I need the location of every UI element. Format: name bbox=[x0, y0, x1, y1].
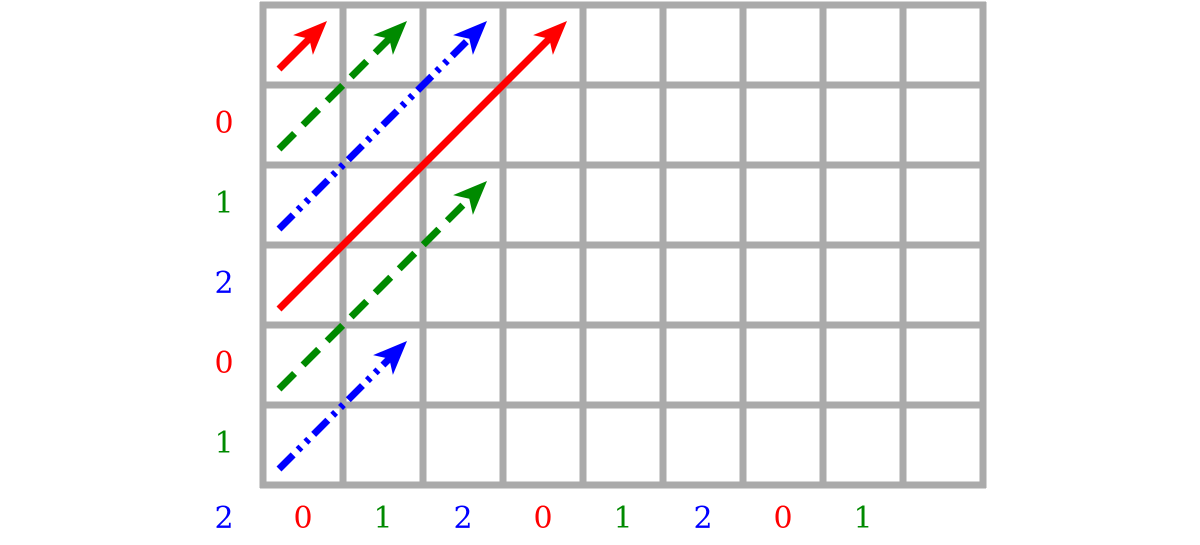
red-arrow-long-shaft bbox=[276, 35, 553, 312]
blue-arrow-top-head bbox=[453, 21, 487, 55]
red-arrow-long-head bbox=[533, 21, 567, 55]
green-arrow-middle bbox=[276, 181, 487, 392]
green-arrow-middle-shaft bbox=[276, 195, 473, 392]
row-label: 0 bbox=[214, 346, 234, 381]
blue-arrow-top bbox=[276, 21, 487, 232]
corner-label: 2 bbox=[214, 501, 234, 536]
row-label: 0 bbox=[214, 106, 234, 141]
red-arrow-long bbox=[276, 21, 567, 312]
green-arrow-top-head bbox=[373, 21, 407, 55]
column-label: 1 bbox=[373, 501, 393, 536]
red-arrow-short bbox=[276, 21, 327, 72]
red-arrow-short-head bbox=[293, 21, 327, 55]
column-label: 0 bbox=[533, 501, 553, 536]
blue-arrow-bottom bbox=[276, 341, 407, 472]
green-arrow-top-shaft bbox=[276, 35, 393, 152]
column-label: 0 bbox=[773, 501, 793, 536]
green-arrow-middle-head bbox=[453, 181, 487, 215]
arrows bbox=[276, 21, 567, 472]
column-label: 1 bbox=[853, 501, 873, 536]
column-label: 2 bbox=[453, 501, 473, 536]
row-label: 1 bbox=[214, 426, 234, 461]
grid bbox=[259, 1, 987, 489]
red-arrow-short-shaft bbox=[276, 35, 313, 72]
column-label: 0 bbox=[293, 501, 313, 536]
column-label: 2 bbox=[693, 501, 713, 536]
blue-arrow-top-shaft bbox=[276, 35, 473, 232]
blue-arrow-bottom-shaft bbox=[276, 355, 393, 472]
row-label: 1 bbox=[214, 186, 234, 221]
blue-arrow-bottom-head bbox=[373, 341, 407, 375]
column-label: 1 bbox=[613, 501, 633, 536]
green-arrow-top bbox=[276, 21, 407, 152]
row-label: 2 bbox=[214, 266, 234, 301]
